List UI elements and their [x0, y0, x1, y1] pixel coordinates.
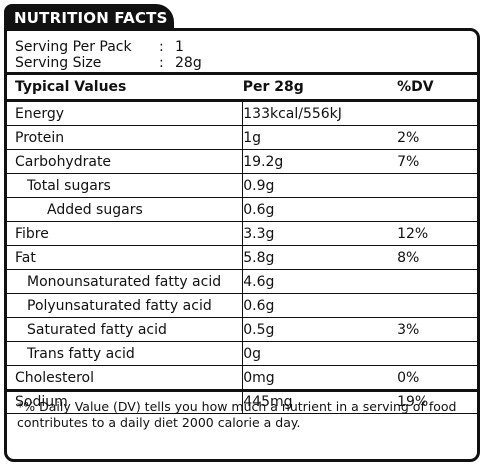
- nutrient-dv: 8%: [397, 245, 477, 270]
- nutrient-name: Added sugars: [7, 197, 243, 222]
- dv-footnote: *% Daily Value (DV) tells you how much a…: [17, 399, 457, 430]
- table-row: Protein 1g 2%: [7, 125, 477, 150]
- table-row: Saturated fatty acid 0.5g 3%: [7, 317, 477, 342]
- table-row: Sodium 445mg 19%: [7, 389, 477, 414]
- label-title: NUTRITION FACTS: [4, 4, 174, 32]
- nutrient-amount: 445mg: [242, 389, 398, 414]
- nutrient-name: Polyunsaturated fatty acid: [7, 293, 243, 318]
- nutrient-amount: 1g: [242, 125, 398, 150]
- table-row: Added sugars 0.6g: [7, 197, 477, 222]
- label-frame: Serving Per Pack : 1 Serving Size : 28g …: [4, 28, 480, 462]
- serving-size-row: Serving Size : 28g: [15, 55, 315, 71]
- nutrient-name: Sodium: [7, 389, 243, 414]
- header-typical-values: Typical Values: [7, 75, 243, 102]
- nutrient-name: Total sugars: [7, 173, 243, 198]
- serving-info: Serving Per Pack : 1 Serving Size : 28g: [15, 39, 315, 71]
- nutrient-amount: 0.6g: [242, 293, 398, 318]
- nutrient-name: Protein: [7, 125, 243, 150]
- nutrient-dv: [397, 100, 477, 126]
- nutrient-amount: 3.3g: [242, 221, 398, 246]
- table-row: Fat 5.8g 8%: [7, 245, 477, 270]
- nutrient-name: Monounsaturated fatty acid: [7, 269, 243, 294]
- divider-rule: [7, 72, 477, 75]
- serving-separator: :: [159, 55, 164, 71]
- nutrient-amount: 0.5g: [242, 317, 398, 342]
- nutrient-name: Saturated fatty acid: [7, 317, 243, 342]
- nutrient-dv: 0%: [397, 365, 477, 390]
- nutrient-name: Cholesterol: [7, 365, 243, 390]
- nutrient-amount: 19.2g: [242, 149, 398, 174]
- nutrient-dv: [397, 197, 477, 222]
- header-dv: %DV: [397, 75, 477, 102]
- nutrition-label: NUTRITION FACTS Serving Per Pack : 1 Ser…: [4, 4, 480, 462]
- nutrient-name: Fibre: [7, 221, 243, 246]
- table-row: Fibre 3.3g 12%: [7, 221, 477, 246]
- nutrient-amount: 0.6g: [242, 197, 398, 222]
- nutrient-dv: [397, 173, 477, 198]
- nutrient-amount: 0g: [242, 341, 398, 366]
- nutrient-amount: 0.9g: [242, 173, 398, 198]
- table-row: Carbohydrate 19.2g 7%: [7, 149, 477, 174]
- nutrient-name: Carbohydrate: [7, 149, 243, 174]
- nutrient-dv: [397, 341, 477, 366]
- nutrient-amount: 4.6g: [242, 269, 398, 294]
- serving-separator: :: [159, 39, 164, 55]
- serving-per-pack-value: 1: [175, 39, 184, 55]
- serving-size-value: 28g: [175, 55, 202, 71]
- nutrient-amount: 0mg: [242, 365, 398, 390]
- nutrient-dv: 7%: [397, 149, 477, 174]
- table-row: Cholesterol 0mg 0%: [7, 365, 477, 390]
- serving-per-pack-label: Serving Per Pack: [15, 39, 132, 55]
- nutrient-name: Fat: [7, 245, 243, 270]
- table-row: Energy 133kcal/556kJ: [7, 100, 477, 126]
- nutrient-name: Trans fatty acid: [7, 341, 243, 366]
- table-row: Total sugars 0.9g: [7, 173, 477, 198]
- divider-rule: [7, 389, 477, 392]
- table-row: Trans fatty acid 0g: [7, 341, 477, 366]
- serving-per-pack-row: Serving Per Pack : 1: [15, 39, 315, 55]
- serving-size-label: Serving Size: [15, 55, 102, 71]
- nutrient-amount: 5.8g: [242, 245, 398, 270]
- table-header-row: Typical Values Per 28g %DV: [7, 75, 477, 102]
- nutrient-dv: 12%: [397, 221, 477, 246]
- nutrient-dv: 2%: [397, 125, 477, 150]
- header-per-serving: Per 28g: [242, 75, 398, 102]
- table-row: Monounsaturated fatty acid 4.6g: [7, 269, 477, 294]
- table-row: Polyunsaturated fatty acid 0.6g: [7, 293, 477, 318]
- nutrient-dv: [397, 269, 477, 294]
- nutrient-dv: 3%: [397, 317, 477, 342]
- nutrient-amount: 133kcal/556kJ: [242, 100, 398, 126]
- nutrient-dv: 19%: [397, 389, 477, 414]
- nutrient-dv: [397, 293, 477, 318]
- nutrient-name: Energy: [7, 100, 243, 126]
- nutrient-table: Typical Values Per 28g %DV Energy 133kcal…: [7, 75, 477, 414]
